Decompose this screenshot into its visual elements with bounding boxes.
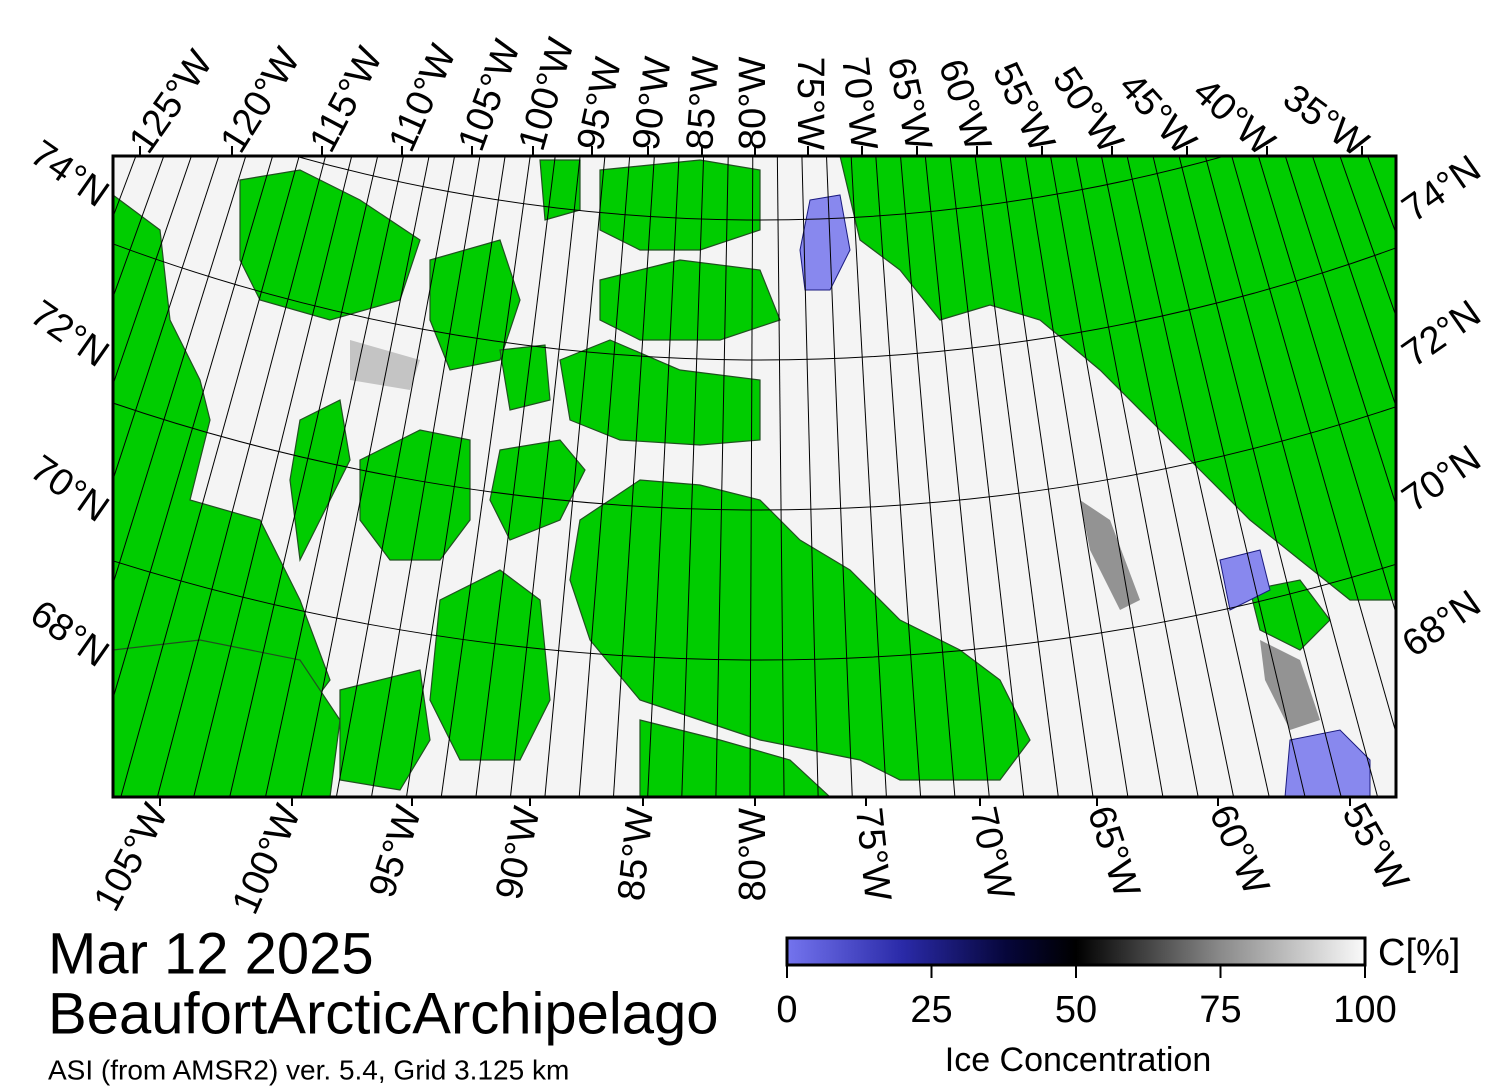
longitude-line: [1231, 156, 1396, 735]
longitude-label: 65°W: [1079, 801, 1148, 903]
longitude-line: [544, 156, 606, 797]
longitude-label: 80°W: [732, 808, 774, 901]
longitude-line: [612, 156, 655, 797]
longitude-label: 85°W: [610, 805, 662, 902]
longitude-label: 65°W: [879, 54, 940, 154]
longitude-line: [1178, 156, 1342, 797]
latitude-label: 72°N: [23, 292, 117, 375]
longitude-line: [509, 156, 581, 797]
longitude-label: 70°W: [833, 55, 885, 152]
colorbar: C[%] Ice Concentration 0 25 50 75 100: [776, 932, 1460, 1079]
region-name: BeaufortArcticArchipelago: [48, 981, 719, 1046]
longitude-label: 105°W: [86, 797, 177, 918]
longitude-line: [949, 156, 1025, 797]
latitude-label: 72°N: [1395, 292, 1489, 375]
longitude-line: [999, 156, 1094, 797]
longitude-line: [475, 156, 556, 797]
latitude-label: 70°N: [23, 447, 117, 530]
source-note: ASI (from AMSR2) ver. 5.4, Grid 3.125 km: [48, 1054, 569, 1085]
longitude-label: 70°W: [961, 803, 1022, 903]
longitude-line: [1284, 156, 1396, 507]
longitude-line: [875, 156, 922, 797]
longitude-line: [0, 0, 1, 613]
colorbar-tick-label: 0: [776, 989, 797, 1031]
longitude-label: 120°W: [213, 41, 309, 160]
longitude-line: [850, 156, 887, 797]
colorbar-tick-label: 25: [910, 989, 952, 1031]
longitude-label: 75°W: [789, 57, 831, 150]
longitude-line: [0, 0, 22, 630]
longitude-line: [715, 156, 729, 797]
longitude-line: [1049, 156, 1164, 797]
longitude-label: 95°W: [570, 54, 631, 154]
longitude-line: [1024, 156, 1129, 797]
longitude-line: [113, 156, 274, 701]
colorbar-label: Ice Concentration: [945, 1041, 1212, 1079]
longitude-line: [900, 156, 956, 797]
longitude-line: [405, 156, 506, 797]
latitude-label: 70°N: [1395, 437, 1489, 520]
longitude-line: [1485, 0, 1512, 639]
longitude-line: [801, 156, 819, 797]
longitude-line: [300, 156, 430, 797]
longitude-line: [924, 156, 990, 797]
longitude-line: [1506, 0, 1512, 623]
longitude-line: [681, 156, 705, 797]
longitude-line: [826, 156, 853, 797]
longitude-line: [1126, 156, 1270, 797]
longitude-label: 95°W: [361, 801, 430, 903]
longitude-label: 55°W: [1334, 797, 1417, 899]
longitude-line: [1204, 156, 1379, 797]
longitude-line: [193, 156, 353, 797]
longitude-line: [749, 156, 754, 797]
longitude-line: [370, 156, 481, 797]
longitude-line: [229, 156, 379, 797]
longitude-label: 45°W: [1110, 65, 1204, 163]
longitude-line: [335, 156, 456, 797]
longitude-label: 60°W: [930, 54, 999, 156]
longitude-label: 125°W: [121, 43, 221, 161]
longitude-line: [113, 156, 220, 482]
longitude-line: [1075, 156, 1199, 797]
latitude-label: 74°N: [1395, 147, 1489, 230]
colorbar-tick-label: 75: [1199, 989, 1241, 1031]
longitude-label: 100°W: [224, 799, 309, 921]
latitude-label: 68°N: [1395, 582, 1489, 665]
graticule: [0, 0, 1512, 797]
longitude-line: [264, 156, 404, 797]
colorbar-scale: [785, 936, 1367, 967]
colorbar-tick-label: 50: [1055, 989, 1097, 1031]
longitude-line: [974, 156, 1059, 797]
longitude-line: [1100, 156, 1235, 797]
colorbar-unit: C[%]: [1378, 932, 1460, 974]
longitude-line: [120, 156, 300, 797]
longitude-line: [156, 156, 327, 797]
longitude-label: 35°W: [1275, 77, 1375, 166]
longitude-label: 60°W: [1201, 799, 1277, 901]
longitude-label: 90°W: [488, 803, 549, 903]
longitude-line: [578, 156, 631, 797]
date-title: Mar 12 2025: [48, 921, 374, 986]
latitude-label: 74°N: [23, 132, 117, 215]
longitude-label: 50°W: [1044, 60, 1131, 161]
longitude-label: 85°W: [679, 55, 727, 151]
longitude-line: [1152, 156, 1306, 797]
longitude-line: [1257, 156, 1396, 615]
longitude-line: [1311, 156, 1396, 408]
longitude-label: 90°W: [625, 54, 680, 152]
longitude-line: [776, 156, 785, 797]
longitude-label: 115°W: [302, 41, 392, 159]
longitude-line: [440, 156, 531, 797]
longitude-line: [113, 156, 247, 586]
map: [0, 0, 1512, 797]
latitude-label: 68°N: [23, 592, 117, 675]
longitude-line: [647, 156, 680, 797]
longitude-label: 75°W: [847, 806, 899, 903]
longitude-label: 80°W: [732, 57, 774, 150]
colorbar-tick-label: 100: [1333, 989, 1396, 1031]
